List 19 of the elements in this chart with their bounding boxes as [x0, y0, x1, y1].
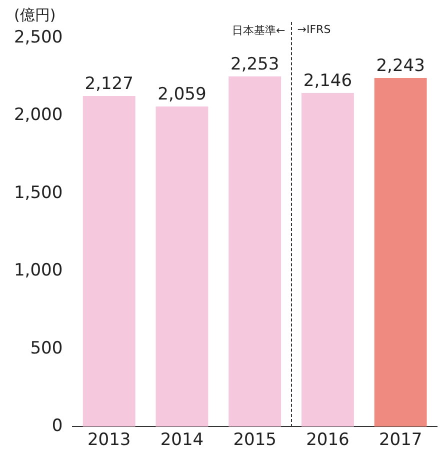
y-tick-label: 1,500 [14, 182, 63, 203]
x-tick-label: 2014 [160, 430, 204, 450]
data-label: 2,243 [376, 56, 425, 76]
text: 日本基準← [232, 23, 286, 38]
x-tick-label: 2017 [378, 430, 422, 450]
data-label: 2,059 [158, 84, 206, 104]
y-tick-label: 2,500 [14, 27, 63, 48]
y-tick-label: 0 [52, 416, 63, 436]
y-tick-label: 2,000 [14, 105, 63, 126]
data-label: 2,146 [303, 70, 352, 91]
x-tick-label: 2015 [233, 430, 276, 450]
y-tick-label: 1,000 [14, 260, 63, 281]
data-label: 2,253 [230, 54, 280, 74]
y-tick-label: 500 [30, 338, 63, 358]
x-tick-label: 2013 [87, 430, 131, 450]
y-axis-title: (億円) [14, 6, 56, 25]
text: →IFRS [297, 23, 331, 36]
x-tick-label: 2016 [306, 430, 350, 450]
data-label: 2,127 [84, 74, 134, 94]
